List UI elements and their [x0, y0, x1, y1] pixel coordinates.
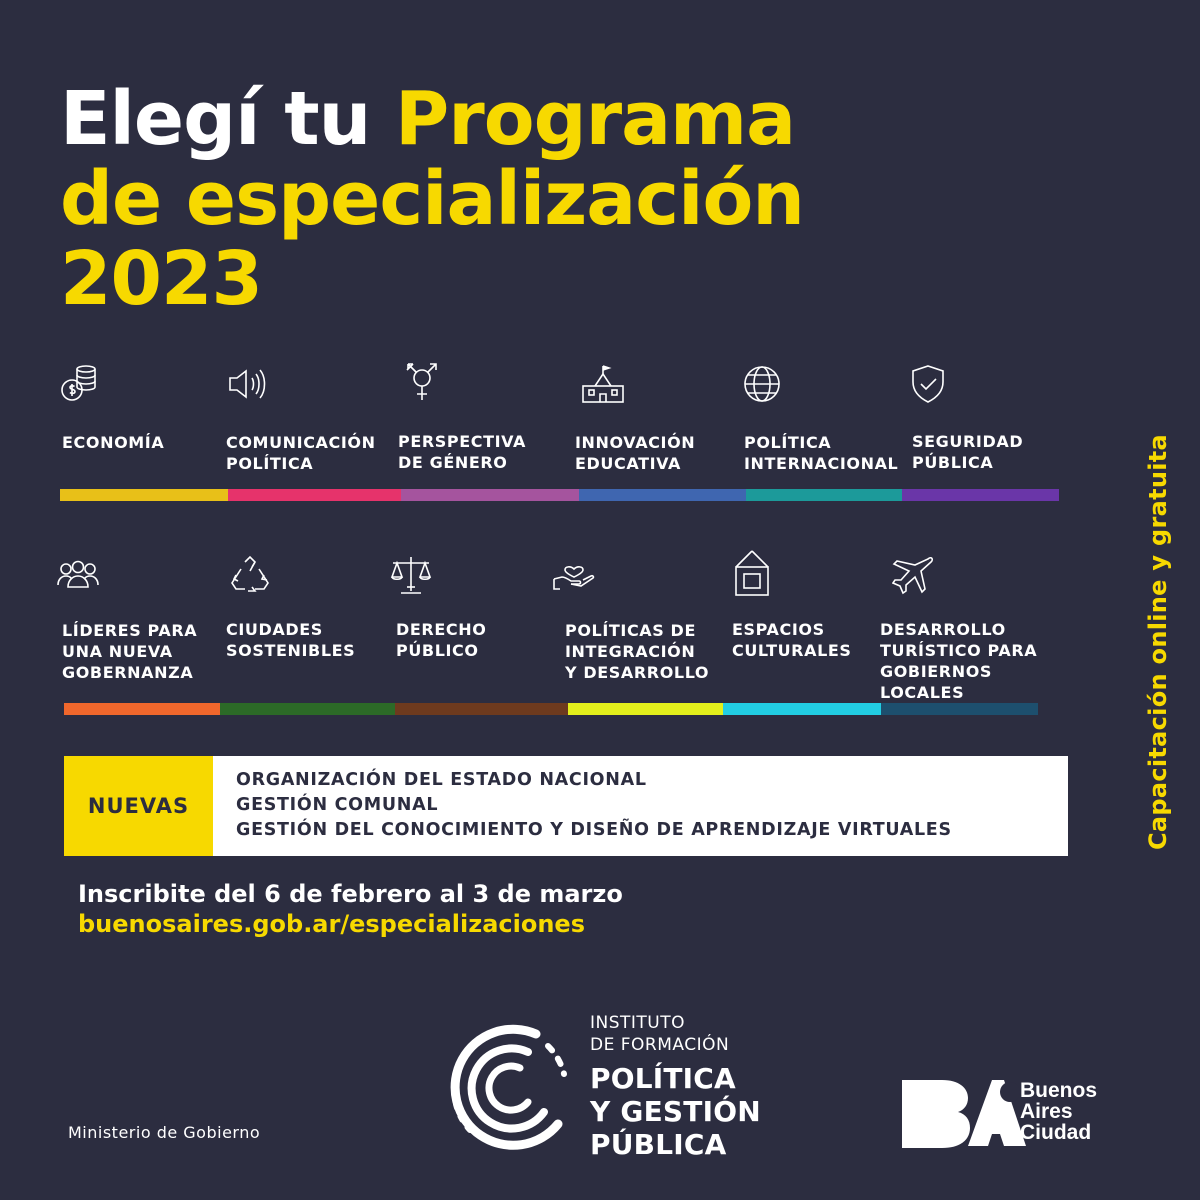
program-label-espacios-culturales: ESPACIOS CULTURALES [732, 620, 852, 660]
program-label-derecho-publico: DERECHO PÚBLICO [396, 620, 487, 660]
nuevas-box: NUEVAS ORGANIZACIÓN DEL ESTADO NACIONAL … [64, 756, 1068, 856]
ba-city-name: Buenos Aires Ciudad [1020, 1079, 1098, 1144]
title-line-2: de especialización [60, 156, 805, 242]
hand-heart-icon [552, 553, 596, 597]
program-label-comunicacion-politica: COMUNICACIÓN POLÍTICA [226, 433, 376, 473]
color-bar-politicas-integracion [568, 703, 723, 715]
program-label-perspectiva-genero: PERSPECTIVA DE GÉNERO [398, 432, 527, 472]
shield-check-icon [906, 362, 950, 406]
program-label-politica-internacional: POLÍTICA INTERNACIONAL [744, 433, 899, 473]
program-label-seguridad-publica: SEGURIDAD PÚBLICA [912, 432, 1024, 472]
color-bar-economia [60, 489, 228, 501]
color-bar-seguridad-publica [902, 489, 1059, 501]
program-label-innovacion-educativa: INNOVACIÓN EDUCATIVA [575, 433, 696, 473]
color-bar-derecho-publico [395, 703, 568, 715]
title-yellow-part: Programa [395, 76, 796, 162]
color-bar-perspectiva-genero [401, 489, 579, 501]
color-bar-politica-internacional [746, 489, 902, 501]
color-bar-desarrollo-turistico [881, 703, 1038, 715]
nuevas-item: ORGANIZACIÓN DEL ESTADO NACIONAL [236, 770, 647, 790]
nuevas-list: ORGANIZACIÓN DEL ESTADO NACIONAL GESTIÓN… [236, 768, 952, 843]
framed-picture-icon [730, 548, 774, 596]
program-label-ciudades-sostenibles: CIUDADES SOSTENIBLES [226, 620, 356, 660]
globe-icon [740, 362, 784, 406]
program-label-politicas-integracion: POLÍTICAS DE INTEGRACIÓN Y DESARROLLO [565, 621, 710, 682]
color-bar-comunicacion-politica [228, 489, 401, 501]
institute-name: INSTITUTO DE FORMACIÓN POLÍTICA Y GESTIÓ… [590, 1013, 761, 1161]
nuevas-item: GESTIÓN COMUNAL [236, 795, 439, 815]
gender-symbol-icon [400, 358, 444, 402]
recycle-icon [228, 553, 272, 597]
title-line-1: Elegí tu Programa [60, 82, 796, 156]
scales-icon [389, 553, 433, 597]
airplane-icon [892, 553, 936, 597]
coins-icon [58, 362, 102, 406]
ministry-label: Ministerio de Gobierno [68, 1123, 261, 1142]
color-bar-innovacion-educativa [579, 489, 746, 501]
title-line-3: 2023 [60, 236, 263, 322]
registration-dates: Inscribite del 6 de febrero al 3 de marz… [78, 880, 623, 908]
ba-logo-icon [898, 1074, 1028, 1152]
title-white-part: Elegí tu [60, 76, 371, 162]
school-building-icon [581, 362, 625, 406]
nuevas-item: GESTIÓN DEL CONOCIMIENTO Y DISEÑO DE APR… [236, 820, 952, 840]
side-tagline: Capacitación online y gratuita [1144, 433, 1172, 851]
color-bar-espacios-culturales [723, 703, 881, 715]
registration-url-link[interactable]: buenosaires.gob.ar/especializaciones [78, 910, 585, 938]
nuevas-tag: NUEVAS [64, 756, 213, 856]
institute-logo-icon [440, 1012, 580, 1162]
color-bar-lideres [64, 703, 220, 715]
program-label-desarrollo-turistico: DESARROLLO TURÍSTICO PARA GOBIERNOS LOCALES [880, 620, 1038, 702]
people-group-icon [56, 553, 100, 597]
speaker-icon [226, 362, 270, 406]
program-label-economia: ECONOMÍA [62, 433, 165, 452]
program-label-lideres: LÍDERES PARA UNA NUEVA GOBERNANZA [62, 621, 198, 682]
color-bar-ciudades-sostenibles [220, 703, 395, 715]
